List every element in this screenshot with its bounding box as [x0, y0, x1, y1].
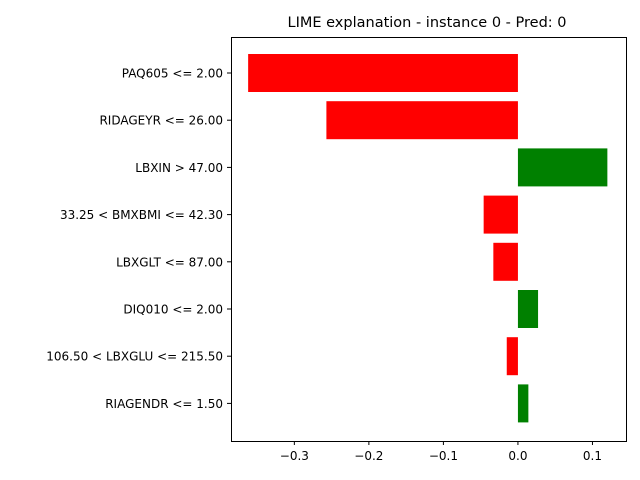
- x-tick-label: 0.1: [583, 449, 602, 463]
- x-tick-label: −0.2: [354, 449, 383, 463]
- y-tick-label: LBXGLT <= 87.00: [116, 255, 223, 269]
- bar-2: [517, 148, 608, 187]
- plot-frame: [231, 37, 627, 442]
- y-tick-label: RIDAGEYR <= 26.00: [99, 114, 223, 128]
- chart-title: LIME explanation - instance 0 - Pred: 0: [288, 15, 567, 31]
- bars-group: [248, 54, 608, 423]
- x-axis-ticks: −0.3 −0.2 −0.1 0.0 0.1: [280, 441, 602, 463]
- y-tick-label: PAQ605 <= 2.00: [122, 67, 223, 81]
- bar-3: [483, 195, 518, 234]
- bar-0: [248, 54, 518, 92]
- bar-5: [517, 290, 539, 328]
- y-tick-label: RIAGENDR <= 1.50: [105, 397, 223, 411]
- y-tick-label: LBXIN > 47.00: [135, 161, 223, 175]
- x-tick-label: 0.0: [508, 449, 527, 463]
- y-axis-ticks: PAQ605 <= 2.00 RIDAGEYR <= 26.00 LBXIN > 4…: [46, 67, 231, 411]
- bar-7: [517, 384, 529, 423]
- x-tick-label: −0.3: [280, 449, 309, 463]
- y-tick-label: DIQ010 <= 2.00: [123, 303, 223, 317]
- bar-4: [493, 242, 518, 281]
- bar-6: [506, 337, 518, 376]
- y-tick-label: 106.50 < LBXGLU <= 215.50: [46, 350, 223, 364]
- y-tick-label: 33.25 < BMXBMI <= 42.30: [60, 208, 223, 222]
- bar-1: [326, 101, 518, 140]
- x-tick-label: −0.1: [429, 449, 458, 463]
